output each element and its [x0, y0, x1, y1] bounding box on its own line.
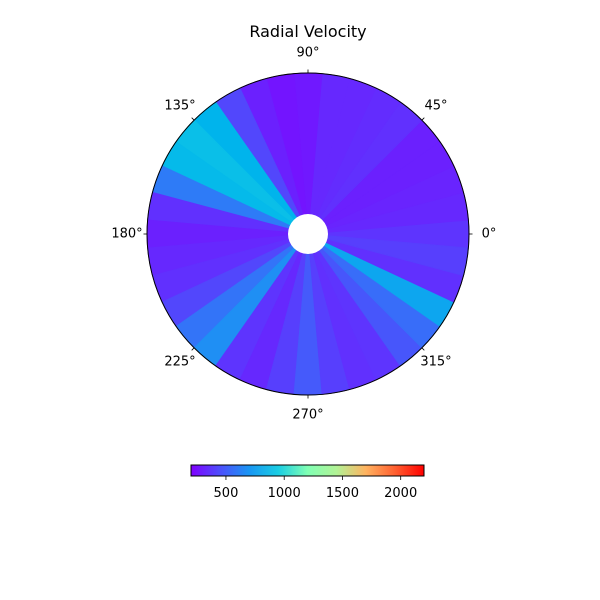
- colorbar-tick-label: 500: [214, 486, 239, 501]
- colorbar-tick-label: 1000: [268, 486, 301, 501]
- angle-tick-label: 0°: [482, 227, 497, 242]
- angle-tick-mark: [421, 347, 425, 351]
- chart-title: Radial Velocity: [249, 22, 366, 41]
- angle-tick-label: 270°: [292, 408, 323, 423]
- angle-tick-label: 90°: [296, 46, 319, 61]
- polar-inner-hole: [288, 214, 328, 254]
- angle-tick-mark: [421, 117, 425, 121]
- angle-tick-mark: [191, 347, 195, 351]
- angle-ticks: 0° 45° 90° 135° 180° 225° 270° 315°: [111, 46, 496, 423]
- colorbar-tick-label: 1500: [326, 486, 359, 501]
- angle-tick-label: 225°: [164, 354, 195, 369]
- angle-tick-label: 135°: [164, 99, 195, 114]
- angle-tick-label: 315°: [420, 354, 451, 369]
- angle-tick-label: 180°: [111, 227, 142, 242]
- colorbar-ticks: 500 1000 1500 2000: [214, 476, 417, 501]
- colorbar-gradient: [190, 464, 425, 477]
- angle-tick-label: 45°: [424, 99, 447, 114]
- colorbar-tick-label: 2000: [384, 486, 417, 501]
- angle-tick-mark: [191, 117, 195, 121]
- colorbar: 500 1000 1500 2000: [190, 464, 425, 501]
